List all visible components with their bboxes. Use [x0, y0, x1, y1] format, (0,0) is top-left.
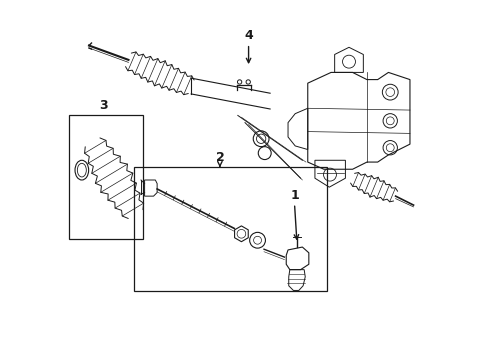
Text: 2: 2 [216, 151, 224, 164]
Text: 3: 3 [99, 99, 108, 112]
Bar [134, 167, 327, 291]
Text: 4: 4 [244, 29, 253, 42]
Bar [69, 116, 143, 239]
Text: 1: 1 [290, 189, 299, 202]
